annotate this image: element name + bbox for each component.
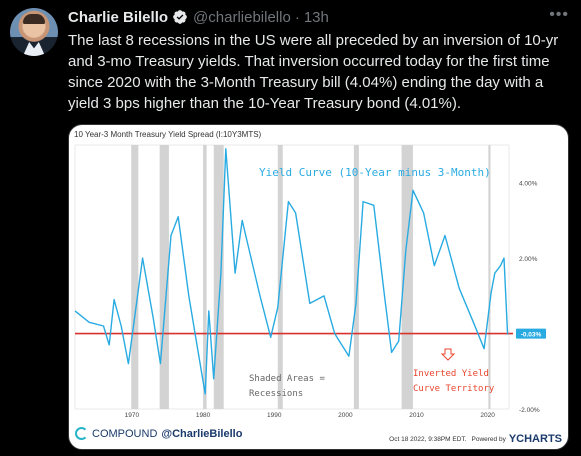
shaded-areas-label: Shaded Areas = [249, 374, 325, 384]
recession-band-0 [131, 145, 139, 409]
x-tick-label-2: 1990 [267, 412, 282, 419]
avatar-hair [23, 14, 45, 24]
header-separator: · [294, 8, 300, 26]
tweet-media-chart[interactable]: 10 Year-3 Month Treasury Yield Spread (I… [68, 124, 569, 450]
brand-handle: @CharlieBilello [161, 427, 243, 440]
chart-timestamp: Oct 18 2022, 9:38PM EDT. [389, 435, 467, 443]
compound-logo-icon [75, 427, 88, 440]
author-handle[interactable]: @charliebilello [193, 8, 291, 26]
tweet-timestamp[interactable]: 13h [303, 8, 329, 26]
powered-by-label: Powered by [471, 435, 506, 443]
inverted-label-line1: Inverted Yield [413, 369, 489, 379]
x-tick-label-1: 1980 [196, 412, 211, 419]
chart-title: 10 Year-3 Month Treasury Yield Spread (I… [74, 130, 262, 139]
x-tick-label-5: 2020 [480, 412, 495, 419]
chart-footer-meta: Oct 18 2022, 9:38PM EDT. Powered by YCHA… [389, 433, 562, 445]
y-tick-label-0: 4.00% [519, 181, 538, 188]
y-tick-label-1: 2.00% [519, 256, 538, 263]
recession-band-3 [213, 145, 224, 409]
ycharts-logo: YCHARTS [508, 433, 562, 445]
verified-badge-icon [173, 10, 187, 24]
last-value-label: -0.03% [521, 332, 542, 339]
recession-band-2 [203, 145, 207, 409]
brand-name: COMPOUND [92, 427, 158, 440]
recession-band-1 [159, 145, 169, 409]
compound-brand: COMPOUND @CharlieBilello [75, 427, 242, 440]
recession-band-7 [488, 145, 491, 409]
recession-band-6 [401, 145, 413, 409]
recessions-label: Recessions [249, 389, 303, 399]
y-tick-label-3: -2.00% [519, 407, 540, 414]
author-name[interactable]: Charlie Bilello [68, 8, 169, 26]
x-tick-label-0: 1970 [125, 412, 140, 419]
x-tick-label-3: 2000 [338, 412, 353, 419]
last-value-badge [516, 328, 546, 339]
inverted-label-line2: Curve Territory [413, 384, 495, 394]
tweet-header: Charlie Bilello @charliebilello · 13h [68, 7, 329, 27]
plot-area-frame [74, 144, 510, 410]
series-label: Yield Curve (10-Year minus 3-Month) [259, 166, 491, 179]
x-tick-label-4: 2010 [409, 412, 424, 419]
avatar[interactable] [10, 8, 58, 56]
tweet-text: The last 8 recessions in the US were all… [68, 32, 559, 112]
series-line [74, 148, 509, 395]
down-arrow-icon [440, 348, 456, 361]
yield-spread-chart: 4.00%2.00%0.00%-2.00%1970198019902000201… [74, 144, 546, 419]
avatar-shirt [22, 42, 46, 56]
more-dots-icon[interactable]: ••• [549, 6, 569, 23]
recession-band-5 [353, 145, 359, 409]
